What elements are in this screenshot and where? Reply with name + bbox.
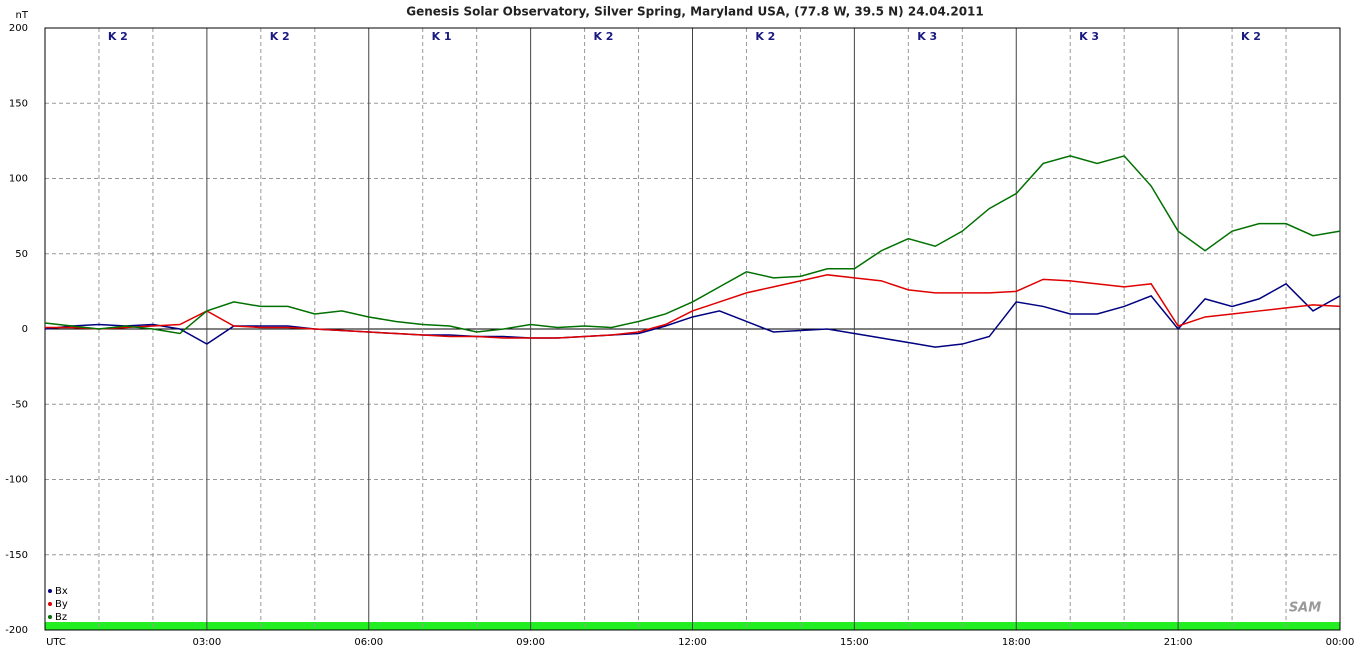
x-tick-label: 21:00: [1164, 637, 1193, 648]
y-tick-label: 200: [9, 23, 28, 34]
logo: SAM: [1289, 601, 1321, 616]
y-axis-label: nT: [16, 10, 29, 21]
y-tick-label: 0: [22, 324, 28, 335]
legend-label: By: [55, 599, 68, 610]
k-index-label: K 1: [432, 30, 452, 43]
y-tick-label: -100: [5, 475, 28, 486]
legend-label: Bx: [55, 586, 68, 597]
y-tick-label: -50: [12, 399, 28, 410]
y-tick-label: 150: [9, 98, 28, 109]
x-tick-label: 03:00: [192, 637, 221, 648]
y-tick-label: -200: [5, 625, 28, 636]
series-line: [45, 274, 1341, 339]
series-line: [44, 282, 1341, 348]
x-tick-label: 06:00: [354, 637, 383, 648]
k-index-label: K 2: [270, 30, 290, 43]
k-index-label: K 3: [1079, 30, 1099, 43]
x-tick-label: 12:00: [678, 637, 707, 648]
k-index-label: K 2: [593, 30, 613, 43]
x-tick-label: 09:00: [516, 637, 545, 648]
legend-marker: [48, 615, 52, 619]
k-index-label: K 3: [917, 30, 937, 43]
x-tick-label: 18:00: [1002, 637, 1031, 648]
legend-marker: [48, 589, 52, 593]
y-tick-label: 100: [9, 174, 28, 185]
series-line: [44, 155, 1341, 335]
x-tick-label: UTC: [46, 637, 66, 648]
y-tick-label: -150: [5, 550, 28, 561]
x-tick-label: 15:00: [840, 637, 869, 648]
k-index-label: K 2: [755, 30, 775, 43]
legend-label: Bz: [55, 612, 67, 623]
k-index-label: K 2: [1241, 30, 1261, 43]
x-tick-label: 00:00: [1326, 637, 1355, 648]
chart-title: Genesis Solar Observatory, Silver Spring…: [406, 5, 984, 19]
legend-marker: [48, 602, 52, 606]
k-index-label: K 2: [108, 30, 128, 43]
y-tick-label: 50: [15, 249, 28, 260]
